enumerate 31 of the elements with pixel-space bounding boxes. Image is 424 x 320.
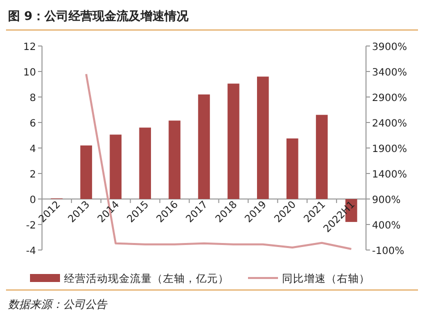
y2-tick-label: 3900% [372, 42, 407, 53]
legend-label: 经营活动现金流量（左轴，亿元） [64, 272, 229, 285]
y-tick-label: 6 [30, 118, 36, 130]
bar [110, 134, 122, 199]
y2-tick-label: 1900% [372, 144, 407, 155]
y-tick-label: 8 [30, 93, 36, 104]
y-tick-label: -4 [26, 246, 36, 257]
bar [139, 128, 151, 199]
source-note: 数据来源：公司公告 [8, 298, 108, 311]
y-tick-label: 2 [30, 170, 36, 180]
y-tick-label: -2 [26, 220, 36, 232]
bar [168, 120, 180, 199]
y2-tick-label: 900% [372, 195, 401, 206]
bar [257, 76, 269, 199]
y2-tick-label: 2900% [372, 93, 407, 104]
y2-tick-label: 400% [372, 220, 401, 232]
y-tick-label: 10 [23, 68, 36, 78]
y2-tick-label: 3400% [372, 68, 407, 78]
chart-title: 图 9：公司经营现金流及增速情况 [8, 9, 190, 23]
y2-tick-label: 1400% [372, 170, 407, 180]
bar [286, 138, 298, 199]
y-tick-label: 4 [30, 144, 36, 155]
bar [316, 114, 328, 199]
bar [198, 94, 210, 199]
y-tick-label: 0 [30, 195, 36, 206]
y2-tick-label: 2400% [372, 118, 407, 130]
bar [228, 84, 240, 199]
y-tick-label: 12 [23, 42, 36, 53]
bar [80, 145, 92, 199]
y2-tick-label: -100% [372, 246, 404, 257]
legend-label: 同比增速（右轴） [282, 272, 370, 285]
